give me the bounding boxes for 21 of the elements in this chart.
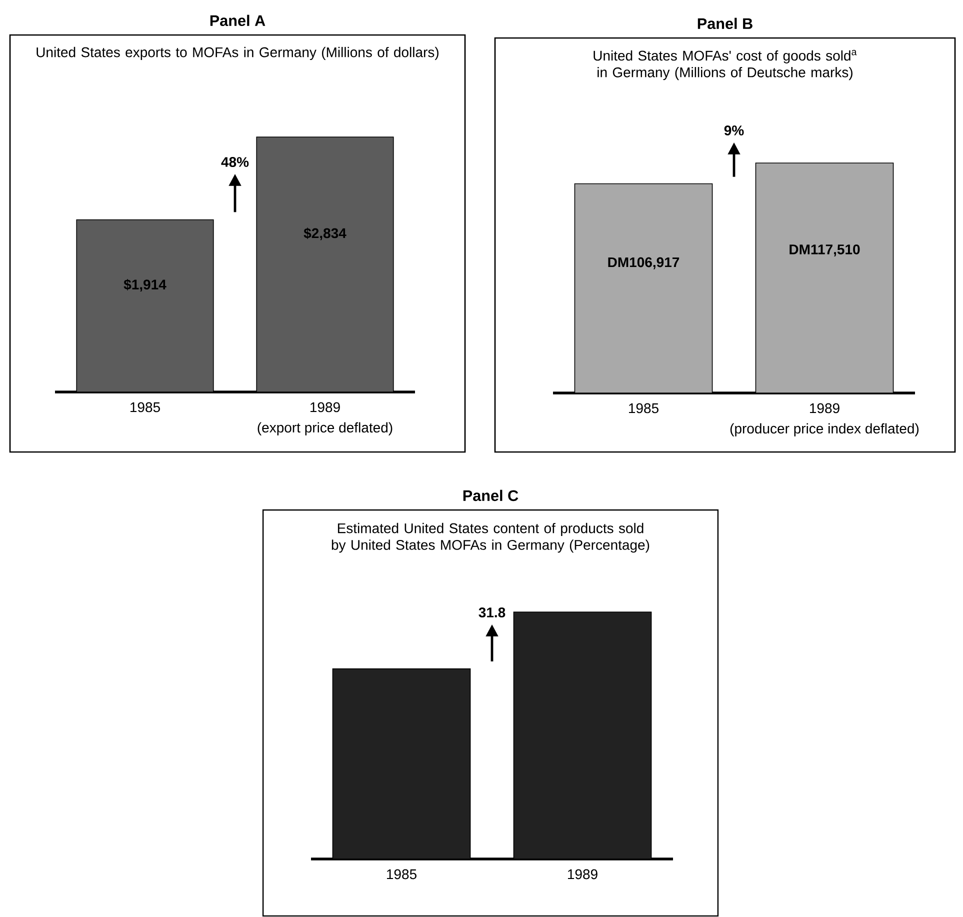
chart-subtitle: Estimated United States content of products sold by United States MOFAs in Germany (Percentage) bbox=[332, 523, 650, 553]
data-label: $2,834 bbox=[304, 228, 346, 240]
data-label: DM106,917 bbox=[608, 257, 680, 270]
chart-subtitle: United States MOFAs' cost of goods sold$^{a}$ in Germany (Millions of Deutsche marks) bbox=[594, 50, 857, 80]
x-tick-label: 1989 bbox=[568, 869, 598, 880]
chart-subtitle: United States exports to MOFAs in Germany (Millions of dollars) bbox=[36, 47, 438, 60]
annotation: 48% bbox=[221, 157, 249, 168]
x-tick-label: 1985 bbox=[130, 402, 160, 412]
data-label: $1,914 bbox=[124, 279, 166, 292]
chart-title: Panel B bbox=[698, 18, 752, 30]
text: 9% bbox=[724, 126, 744, 136]
x-tick-label: 1985 bbox=[387, 869, 416, 880]
chart-title: Panel A bbox=[210, 14, 266, 26]
annotation: 31.8 bbox=[478, 608, 506, 618]
x-axis-title: (producer price index deflated) bbox=[730, 423, 919, 436]
chart-title: Panel C bbox=[463, 490, 518, 502]
x-axis-title: (export price deflated) bbox=[258, 422, 392, 436]
x-tick-label: 1985 bbox=[629, 403, 658, 414]
x-tick-label: 1989 bbox=[310, 402, 340, 412]
data-label: DM117,510 bbox=[790, 244, 860, 257]
x-tick-label: 1989 bbox=[810, 403, 840, 414]
